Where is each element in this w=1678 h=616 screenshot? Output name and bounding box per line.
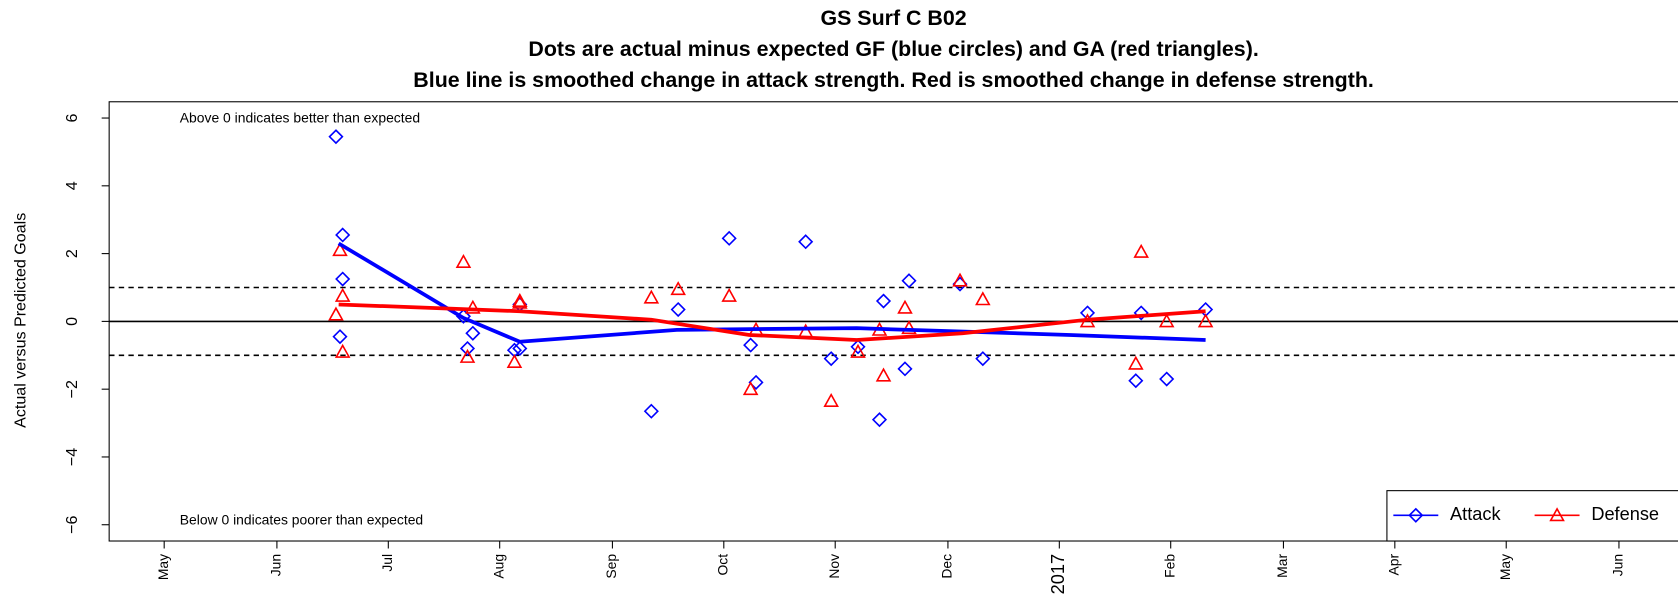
x-tick-label: Nov xyxy=(826,554,842,579)
triangle-point xyxy=(1133,243,1149,258)
diamond-point xyxy=(1133,305,1149,321)
triangle-point xyxy=(742,381,759,396)
triangle-point xyxy=(1549,507,1565,522)
y-tick-label: 0 xyxy=(63,317,81,326)
legend-label: Defense xyxy=(1591,504,1659,524)
triangle-point xyxy=(721,287,737,302)
diamond-point xyxy=(875,293,892,309)
triangle-point xyxy=(823,392,839,407)
annotation: Above 0 indicates better than expected xyxy=(180,110,420,126)
triangle-point xyxy=(334,343,351,358)
diamond-point xyxy=(335,227,351,243)
x-tick-label: Jul xyxy=(379,554,395,572)
y-tick-label: 6 xyxy=(63,114,81,123)
diamond-point xyxy=(1408,507,1424,523)
diamond-point xyxy=(952,276,968,292)
triangle-point xyxy=(901,320,917,335)
triangle-point xyxy=(952,272,968,287)
diamond-point xyxy=(901,273,917,289)
diamond-point xyxy=(975,351,991,367)
triangle-point xyxy=(459,348,476,363)
x-tick-label: Jun xyxy=(1610,554,1626,576)
y-tick-label: −6 xyxy=(63,516,81,534)
plot-area xyxy=(109,129,1678,428)
chart-subtitle: Dots are actual minus expected GF (blue … xyxy=(528,37,1258,61)
triangle-point xyxy=(643,289,660,304)
diamond-point xyxy=(798,234,814,250)
triangle-point xyxy=(328,306,344,321)
chart-subtitle: Blue line is smoothed change in attack s… xyxy=(413,68,1374,92)
diamond-point xyxy=(897,361,913,377)
legend: Attack Defense xyxy=(1386,490,1678,542)
diamond-point xyxy=(1128,373,1144,389)
triangle-point xyxy=(850,343,866,358)
diamond-point xyxy=(823,351,839,367)
triangle-point xyxy=(1197,313,1214,328)
x-tick-label: May xyxy=(1497,554,1513,580)
diamond-point xyxy=(670,301,686,318)
x-tick-label: Feb xyxy=(1161,554,1177,578)
triangle-point xyxy=(897,299,913,314)
triangle-point xyxy=(332,242,348,257)
diamond-point xyxy=(512,340,528,357)
triangle-point xyxy=(512,292,528,308)
x-tick-label: May xyxy=(155,554,171,580)
y-tick-label: 2 xyxy=(63,249,81,258)
triangle-point xyxy=(875,367,892,382)
x-tick-label: Oct xyxy=(714,554,730,576)
diamond-point xyxy=(871,412,888,428)
x-tick-label: Aug xyxy=(490,554,506,579)
diamond-point xyxy=(743,337,759,353)
x-tick-label: Apr xyxy=(1386,553,1402,575)
x-tick-label: Dec xyxy=(939,554,955,579)
y-axis-label: Actual versus Predicted Goals xyxy=(12,213,30,428)
diamond-point xyxy=(748,374,764,390)
triangle-point xyxy=(334,287,351,302)
triangle-point xyxy=(1158,313,1175,328)
diamond-point xyxy=(1079,305,1096,321)
diamond-point xyxy=(465,325,481,341)
diamond-point xyxy=(850,339,866,355)
diamond-point xyxy=(335,271,351,287)
y-tick-label: −4 xyxy=(63,448,81,466)
triangle-point xyxy=(506,353,523,369)
diamond-point xyxy=(459,340,476,357)
legend-label: Attack xyxy=(1450,504,1501,524)
diamond-point xyxy=(721,230,737,246)
annotation: Below 0 indicates poorer than expected xyxy=(180,511,423,527)
smooth-line xyxy=(337,241,1206,344)
y-tick-label: −2 xyxy=(63,380,81,398)
x-tick-label: 2017 xyxy=(1048,554,1068,594)
triangle-point xyxy=(670,281,686,296)
chart-title: GS Surf C B02 xyxy=(820,6,966,30)
triangle-point xyxy=(465,299,481,314)
triangle-point xyxy=(455,253,472,269)
y-tick-label: 4 xyxy=(63,181,81,190)
x-tick-label: Sep xyxy=(603,554,619,579)
triangle-point xyxy=(512,294,528,309)
x-tick-label: Jun xyxy=(268,554,284,576)
smooth-line xyxy=(338,302,1206,342)
diamond-point xyxy=(643,403,659,419)
diamond-point xyxy=(332,329,348,345)
diamond-point xyxy=(328,129,344,145)
diamond-point xyxy=(1159,371,1175,387)
triangle-point xyxy=(975,291,991,306)
x-tick-label: Mar xyxy=(1274,553,1290,577)
triangle-point xyxy=(1128,355,1144,370)
